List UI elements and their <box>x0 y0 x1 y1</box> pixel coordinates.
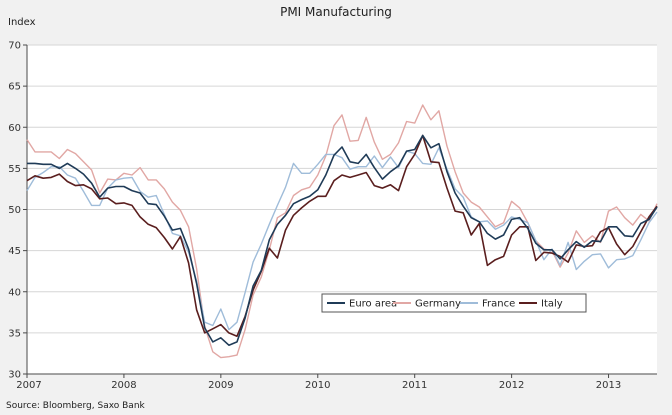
x-tick-label: 2009 <box>208 380 233 391</box>
legend-label: Italy <box>541 299 563 310</box>
y-tick-label: 40 <box>8 287 21 298</box>
x-tick-label: 2008 <box>111 380 136 391</box>
chart-title: PMI Manufacturing <box>280 5 392 19</box>
y-tick-label: 35 <box>8 328 21 339</box>
legend-label: Germany <box>415 299 461 310</box>
y-tick-label: 30 <box>8 370 21 381</box>
y-tick-label: 50 <box>8 205 21 216</box>
x-tick-label: 2007 <box>16 380 41 391</box>
legend: Euro area Germany France Italy <box>321 293 587 313</box>
x-tick-label: 2011 <box>402 380 427 391</box>
source-note: Source: Bloomberg, Saxo Bank <box>6 401 146 411</box>
x-tick-label: 2013 <box>596 380 621 391</box>
y-tick-label: 45 <box>8 246 21 257</box>
series-line-euro-area <box>27 134 658 347</box>
legend-item-italy: Italy <box>519 299 563 310</box>
legend-label: Euro area <box>349 299 397 310</box>
axes: 30 35 40 45 50 55 60 65 70 2007 2008 2009 2010 2011 20… <box>8 41 657 391</box>
legend-item-euro-area: Euro area <box>327 299 397 310</box>
legend-label: France <box>482 299 515 310</box>
gridlines <box>27 44 657 334</box>
series-line-italy <box>26 134 658 338</box>
y-tick-label: 55 <box>8 164 21 175</box>
y-axis-label: Index <box>8 17 36 28</box>
y-tick-label: 65 <box>8 82 21 93</box>
legend-box <box>321 293 587 313</box>
series-lines <box>26 104 658 359</box>
y-tick-label: 70 <box>8 41 21 52</box>
x-tick-label: 2010 <box>305 380 330 391</box>
legend-item-france: France <box>460 299 515 310</box>
legend-item-germany: Germany <box>393 299 461 310</box>
x-tick-label: 2012 <box>499 380 524 391</box>
y-tick-label: 60 <box>8 123 21 134</box>
